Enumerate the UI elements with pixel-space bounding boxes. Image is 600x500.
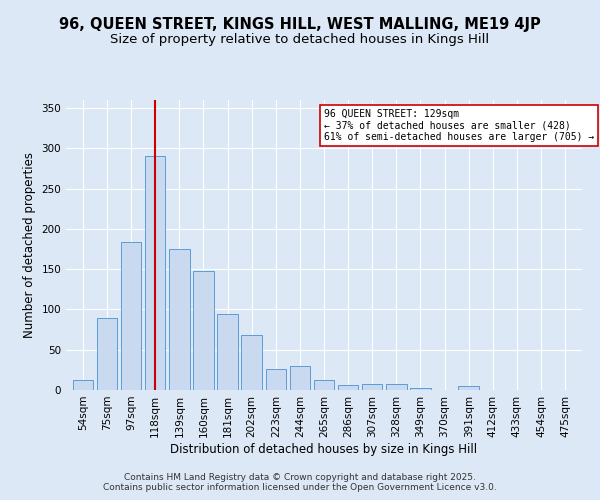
Bar xyxy=(73,380,93,390)
Text: Contains HM Land Registry data © Crown copyright and database right 2025.
Contai: Contains HM Land Registry data © Crown c… xyxy=(103,473,497,492)
Bar xyxy=(169,249,190,390)
Text: 96, QUEEN STREET, KINGS HILL, WEST MALLING, ME19 4JP: 96, QUEEN STREET, KINGS HILL, WEST MALLI… xyxy=(59,18,541,32)
Bar xyxy=(266,369,286,390)
Bar xyxy=(362,384,382,390)
Bar xyxy=(338,385,358,390)
Bar xyxy=(217,314,238,390)
Bar xyxy=(314,380,334,390)
Bar xyxy=(97,318,117,390)
Bar xyxy=(386,384,407,390)
X-axis label: Distribution of detached houses by size in Kings Hill: Distribution of detached houses by size … xyxy=(170,442,478,456)
Text: Size of property relative to detached houses in Kings Hill: Size of property relative to detached ho… xyxy=(110,32,490,46)
Text: 96 QUEEN STREET: 129sqm
← 37% of detached houses are smaller (428)
61% of semi-d: 96 QUEEN STREET: 129sqm ← 37% of detache… xyxy=(324,108,594,142)
Bar xyxy=(241,335,262,390)
Bar xyxy=(458,386,479,390)
Bar xyxy=(121,242,142,390)
Bar xyxy=(193,271,214,390)
Bar xyxy=(410,388,431,390)
Y-axis label: Number of detached properties: Number of detached properties xyxy=(23,152,36,338)
Bar xyxy=(145,156,166,390)
Bar xyxy=(290,366,310,390)
